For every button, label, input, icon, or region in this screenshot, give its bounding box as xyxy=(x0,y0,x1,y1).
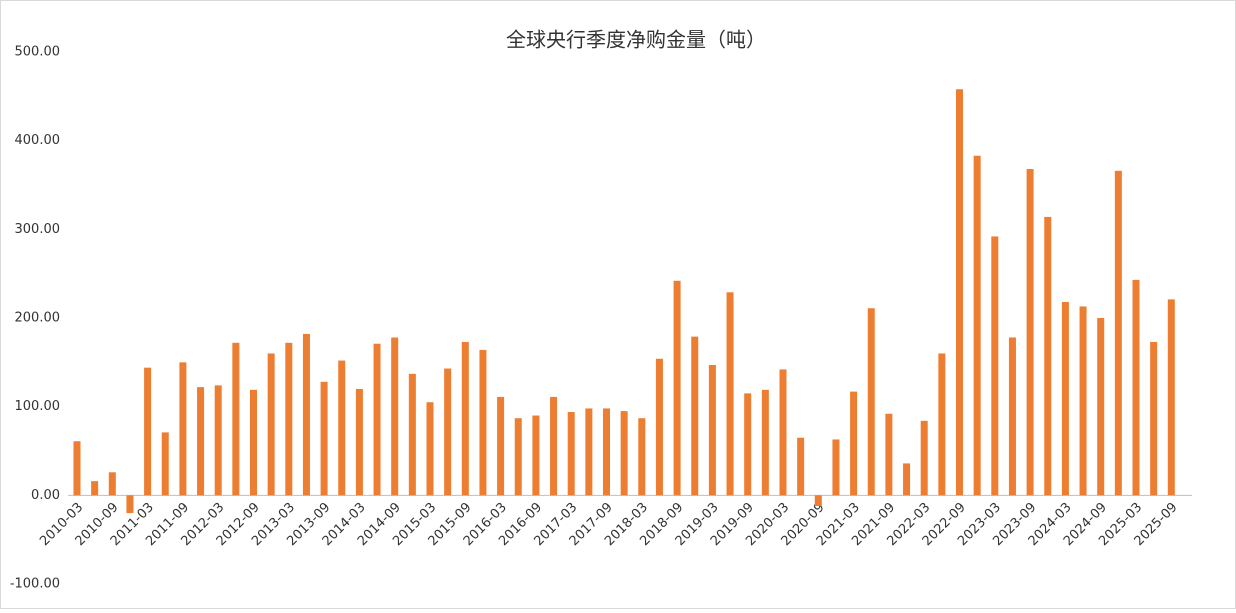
bar xyxy=(797,437,805,496)
bar xyxy=(638,418,646,496)
bar xyxy=(938,353,946,496)
bar xyxy=(1097,318,1105,496)
bar xyxy=(779,369,787,496)
bar xyxy=(655,358,663,496)
bar xyxy=(497,396,505,496)
bar xyxy=(885,413,893,496)
bar xyxy=(232,342,240,496)
bar xyxy=(585,408,593,496)
bar xyxy=(726,292,734,496)
bar xyxy=(73,441,81,496)
bar xyxy=(1008,337,1016,496)
bar xyxy=(1114,170,1122,496)
bar xyxy=(867,308,875,496)
bar xyxy=(108,472,116,496)
bar xyxy=(920,420,928,496)
bar xyxy=(126,495,134,514)
bar xyxy=(302,333,310,496)
bar xyxy=(514,418,522,496)
bar xyxy=(973,155,981,496)
bar xyxy=(603,408,610,496)
bar xyxy=(691,336,699,496)
bar xyxy=(620,411,628,496)
y-tick-label: 400.00 xyxy=(15,133,61,148)
bar xyxy=(673,280,681,496)
bar xyxy=(1044,216,1052,496)
bar xyxy=(1026,169,1034,496)
bar xyxy=(991,236,999,496)
y-tick-label: 200.00 xyxy=(15,311,61,326)
bar xyxy=(850,391,858,496)
bar xyxy=(461,341,469,496)
bar xyxy=(567,411,575,496)
bar xyxy=(1061,302,1069,496)
bar xyxy=(708,364,716,496)
bar xyxy=(903,463,911,496)
y-tick-label: 0.00 xyxy=(31,488,60,503)
y-tick-label: -100.00 xyxy=(10,577,60,592)
bar xyxy=(320,381,328,496)
bar xyxy=(285,342,293,496)
bar xyxy=(144,367,152,496)
bar xyxy=(197,387,205,496)
bar xyxy=(532,415,540,496)
bar xyxy=(761,389,769,496)
bar xyxy=(832,439,840,496)
bar xyxy=(744,393,752,496)
bar xyxy=(250,389,257,496)
bar xyxy=(373,343,381,496)
bar xyxy=(1079,306,1087,496)
bar xyxy=(1150,341,1158,496)
bar xyxy=(550,396,558,496)
bar xyxy=(91,481,99,496)
bar xyxy=(408,373,416,496)
chart-title: 全球央行季度净购金量（吨） xyxy=(506,28,766,52)
bar xyxy=(444,368,452,496)
bar xyxy=(267,353,275,496)
y-tick-label: 100.00 xyxy=(15,399,61,414)
bar xyxy=(161,432,169,496)
bar xyxy=(426,402,434,496)
y-tick-label: 500.00 xyxy=(15,45,61,60)
bar xyxy=(1167,299,1175,496)
bar xyxy=(391,337,399,496)
bar xyxy=(214,385,222,496)
bar xyxy=(479,349,487,496)
bar xyxy=(956,89,963,496)
bar xyxy=(338,360,346,496)
y-tick-label: 300.00 xyxy=(15,222,61,237)
bar xyxy=(814,495,822,506)
bar xyxy=(1132,279,1140,496)
bar xyxy=(179,362,187,496)
bar xyxy=(355,388,363,496)
